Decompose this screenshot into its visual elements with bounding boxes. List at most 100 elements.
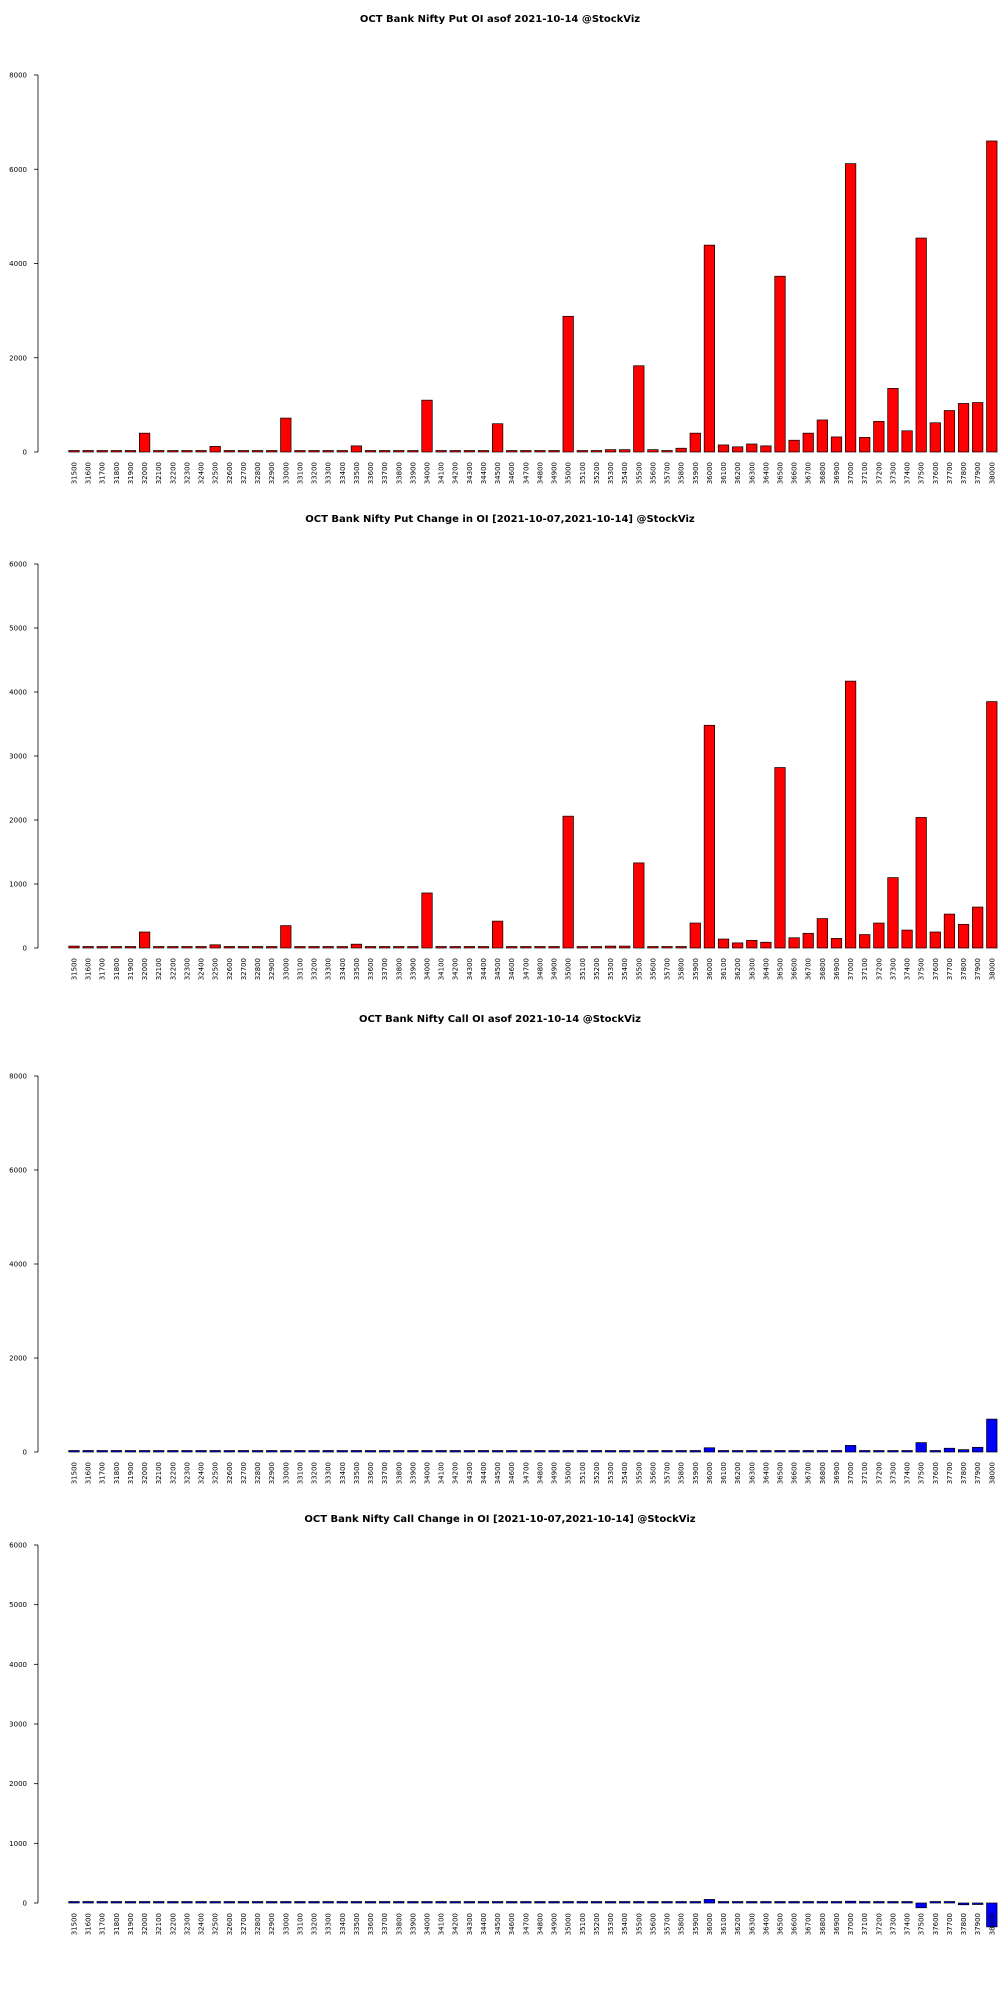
bar bbox=[957, 1449, 970, 1453]
x-tick-label: 35200 bbox=[593, 958, 601, 980]
bar bbox=[477, 450, 490, 453]
bar bbox=[280, 925, 292, 949]
bar bbox=[82, 1450, 94, 1453]
x-tick-label: 37600 bbox=[932, 1462, 940, 1484]
bar bbox=[703, 244, 716, 453]
bar bbox=[760, 1901, 772, 1904]
x-tick-label: 35900 bbox=[692, 462, 700, 484]
x-tick-label: 36500 bbox=[777, 462, 785, 484]
bar bbox=[604, 1901, 617, 1904]
x-tick-label: 32500 bbox=[212, 958, 220, 980]
bar bbox=[576, 946, 588, 949]
chart-call-oi: OCT Bank Nifty Call OI asof 2021-10-14 @… bbox=[0, 1000, 1000, 1500]
x-tick-label: 34100 bbox=[438, 1462, 446, 1484]
x-tick-label: 35600 bbox=[649, 1913, 657, 1935]
x-tick-label: 32600 bbox=[226, 462, 234, 484]
x-tick-label: 35800 bbox=[678, 958, 686, 980]
x-tick-label: 34800 bbox=[536, 1462, 544, 1484]
bar bbox=[124, 1901, 137, 1904]
x-tick-label: 36600 bbox=[791, 462, 799, 484]
y-tick-label: 0 bbox=[23, 449, 27, 457]
x-tick-label: 35300 bbox=[607, 1913, 615, 1935]
x-tick-label: 35600 bbox=[649, 958, 657, 980]
bar bbox=[237, 946, 250, 949]
x-tick-label: 37200 bbox=[875, 462, 883, 484]
bar bbox=[774, 767, 786, 949]
chart-call-change-oi: OCT Bank Nifty Call Change in OI [2021-1… bbox=[0, 1500, 1000, 2000]
bar bbox=[746, 443, 758, 453]
x-tick-label: 31800 bbox=[113, 1462, 121, 1484]
y-tick-label: 3000 bbox=[9, 753, 27, 761]
x-tick-label: 36400 bbox=[762, 958, 770, 980]
bar bbox=[661, 1450, 673, 1453]
x-tick-label: 36000 bbox=[706, 462, 714, 484]
x-tick-label: 32800 bbox=[254, 1462, 262, 1484]
x-tick-label: 34800 bbox=[536, 958, 544, 980]
x-tick-label: 33200 bbox=[311, 958, 319, 980]
x-tick-label: 32300 bbox=[183, 958, 191, 980]
bar bbox=[463, 1901, 475, 1904]
bar bbox=[336, 946, 348, 949]
x-tick-label: 35900 bbox=[692, 1462, 700, 1484]
x-tick-label: 35400 bbox=[621, 1462, 629, 1484]
bar bbox=[266, 1450, 278, 1453]
bar bbox=[506, 1901, 518, 1904]
bar bbox=[251, 1901, 264, 1904]
x-tick-label: 31600 bbox=[85, 1462, 93, 1484]
x-tick-label: 36600 bbox=[791, 958, 799, 980]
bar bbox=[830, 1450, 843, 1453]
x-tick-label: 35500 bbox=[635, 1913, 643, 1935]
bar bbox=[492, 1901, 504, 1904]
bar bbox=[506, 946, 518, 949]
bar bbox=[901, 430, 913, 453]
bar bbox=[350, 1901, 362, 1904]
bar bbox=[859, 934, 871, 949]
y-tick-label: 6000 bbox=[9, 166, 27, 174]
x-tick-label: 36900 bbox=[833, 1462, 841, 1484]
bar bbox=[576, 1450, 588, 1453]
bar bbox=[802, 932, 814, 949]
x-tick-label: 36200 bbox=[734, 1913, 742, 1935]
chart-title: OCT Bank Nifty Call OI asof 2021-10-14 @… bbox=[359, 1014, 641, 1025]
x-tick-label: 31600 bbox=[85, 958, 93, 980]
x-tick-label: 33100 bbox=[296, 958, 304, 980]
x-tick-label: 36100 bbox=[720, 462, 728, 484]
bar bbox=[802, 1450, 814, 1453]
bar bbox=[957, 1902, 970, 1906]
x-tick-label: 33600 bbox=[367, 1913, 375, 1935]
x-tick-label: 37900 bbox=[974, 462, 982, 484]
y-tick-label: 2000 bbox=[9, 817, 27, 825]
x-tick-label: 32400 bbox=[198, 1462, 206, 1484]
chart-put-change-oi: OCT Bank Nifty Put Change in OI [2021-10… bbox=[0, 500, 1000, 1000]
bar bbox=[844, 1445, 857, 1453]
x-tick-label: 37000 bbox=[847, 958, 855, 980]
bar bbox=[887, 1901, 899, 1904]
bar bbox=[675, 946, 687, 949]
x-tick-label: 37600 bbox=[932, 958, 940, 980]
x-tick-label: 32300 bbox=[183, 1462, 191, 1484]
x-tick-label: 35200 bbox=[593, 1913, 601, 1935]
bar bbox=[788, 1901, 800, 1904]
x-tick-label: 32800 bbox=[254, 1913, 262, 1935]
bar bbox=[294, 1450, 306, 1453]
x-tick-label: 37300 bbox=[889, 1462, 897, 1484]
x-tick-label: 32900 bbox=[268, 1913, 276, 1935]
bar bbox=[237, 1901, 250, 1904]
x-tick-label: 37900 bbox=[974, 1462, 982, 1484]
bar bbox=[689, 922, 701, 949]
x-tick-label: 32400 bbox=[198, 462, 206, 484]
y-tick-label: 8000 bbox=[9, 1073, 27, 1081]
bar bbox=[506, 1450, 518, 1453]
x-tick-label: 37500 bbox=[918, 1913, 926, 1935]
x-tick-label: 36600 bbox=[791, 1913, 799, 1935]
x-tick-label: 33800 bbox=[395, 1913, 403, 1935]
x-tick-label: 32400 bbox=[198, 1913, 206, 1935]
x-tick-label: 37000 bbox=[847, 462, 855, 484]
bar bbox=[576, 1901, 588, 1904]
bar bbox=[82, 450, 94, 453]
bar bbox=[294, 946, 306, 949]
x-tick-label: 32700 bbox=[240, 1913, 248, 1935]
bar bbox=[266, 1901, 278, 1904]
x-tick-label: 32300 bbox=[183, 462, 191, 484]
x-tick-label: 34900 bbox=[551, 958, 559, 980]
